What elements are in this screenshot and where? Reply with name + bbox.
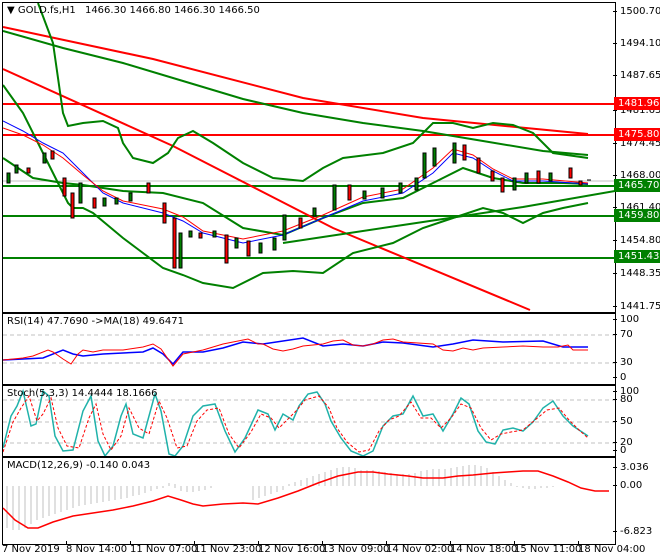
level-label-1465: 1465.70 [614, 179, 660, 192]
macd-title: MACD(12,26,9) -0.140 0.043 [7, 460, 151, 471]
price-chart-panel[interactable]: ▼ GOLD.fs,H1 1466.30 1466.80 1466.30 146… [2, 2, 616, 313]
level-label-1475: 1475.80 [614, 128, 660, 141]
price-chart-canvas [3, 3, 615, 311]
stochastic-axis: 100 80 50 20 0 [612, 385, 660, 457]
rsi-panel[interactable]: RSI(14) 47.7690 ->MA(18) 49.6471 [2, 313, 616, 385]
level-label-1459: 1459.80 [614, 209, 660, 222]
ohlc-values: 1466.30 1466.80 1466.30 1466.50 [84, 5, 260, 16]
rsi-axis: 100 70 30 0 [612, 313, 660, 385]
symbol-label: GOLD.fs,H1 [17, 5, 76, 16]
level-label-1451: 1451.43 [614, 250, 660, 263]
stochastic-title: Stoch(5,3,3) 14.4444 18.1666 [7, 388, 158, 399]
candlesticks [6, 142, 591, 269]
triangle-down-icon[interactable]: ▼ [7, 5, 15, 16]
chart-header: ▼ GOLD.fs,H1 1466.30 1466.80 1466.30 146… [7, 5, 260, 16]
level-label-1481: 1481.96 [614, 97, 660, 110]
macd-panel[interactable]: MACD(12,26,9) -0.140 0.043 [2, 457, 616, 545]
rsi-title: RSI(14) 47.7690 ->MA(18) 49.6471 [7, 316, 184, 327]
stochastic-panel[interactable]: Stoch(5,3,3) 14.4444 18.1666 [2, 385, 616, 457]
macd-axis: 3.036 0.00 -6.823 [612, 457, 660, 545]
price-axis: 1500.70 1494.10 1487.65 1481.65 1474.45 … [612, 0, 660, 312]
